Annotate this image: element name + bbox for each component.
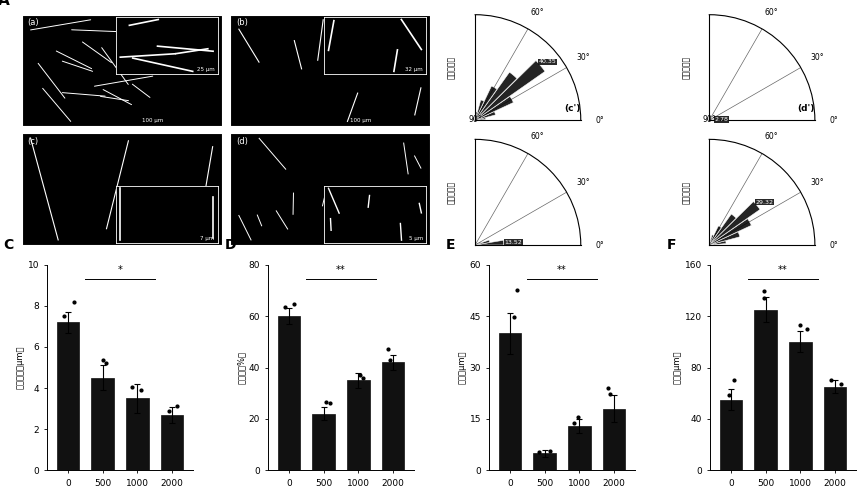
Bar bbox=[710, 201, 760, 245]
Point bbox=[793, 321, 807, 329]
Text: **: ** bbox=[336, 265, 346, 275]
Point bbox=[323, 399, 337, 407]
Point bbox=[57, 312, 71, 319]
Bar bbox=[475, 86, 497, 121]
Y-axis label: 孔径（μm）: 孔径（μm） bbox=[458, 351, 467, 384]
Text: 2.78: 2.78 bbox=[715, 117, 728, 122]
Bar bbox=[382, 363, 404, 470]
Bar bbox=[475, 240, 504, 245]
Bar bbox=[568, 426, 591, 470]
Bar bbox=[710, 120, 716, 121]
Text: B: B bbox=[445, 0, 458, 2]
Bar bbox=[710, 232, 740, 245]
Text: (d): (d) bbox=[236, 137, 248, 146]
Text: *: * bbox=[118, 265, 122, 275]
Point bbox=[100, 359, 114, 367]
Point bbox=[728, 376, 741, 384]
Text: A: A bbox=[0, 0, 9, 8]
Text: **: ** bbox=[557, 265, 567, 275]
Text: C: C bbox=[3, 238, 14, 252]
Point bbox=[758, 288, 771, 295]
Point bbox=[510, 286, 524, 294]
Bar bbox=[533, 453, 556, 470]
Point bbox=[567, 419, 580, 427]
Text: 100 μm: 100 μm bbox=[142, 237, 163, 242]
Text: F: F bbox=[666, 238, 676, 252]
Bar bbox=[475, 240, 489, 245]
Point bbox=[67, 298, 81, 306]
Point bbox=[356, 374, 370, 382]
Text: E: E bbox=[445, 238, 455, 252]
Point bbox=[125, 383, 138, 391]
Bar bbox=[824, 387, 846, 470]
Point bbox=[800, 325, 814, 333]
Bar bbox=[475, 100, 484, 121]
Point bbox=[758, 294, 771, 302]
Point bbox=[353, 371, 367, 379]
Text: **: ** bbox=[778, 265, 788, 275]
Point bbox=[824, 376, 838, 384]
Text: 纤维取向度: 纤维取向度 bbox=[447, 181, 457, 204]
Bar bbox=[57, 322, 79, 470]
Point bbox=[133, 386, 147, 394]
Bar bbox=[475, 118, 486, 121]
Point bbox=[531, 448, 545, 456]
Point bbox=[507, 314, 520, 321]
Text: D: D bbox=[224, 238, 237, 252]
Point bbox=[278, 303, 292, 311]
Text: 纤维取向度: 纤维取向度 bbox=[681, 56, 691, 79]
Bar bbox=[278, 316, 300, 470]
Point bbox=[722, 392, 736, 399]
Y-axis label: 孔径（μm）: 孔径（μm） bbox=[673, 351, 682, 384]
Text: 40.35: 40.35 bbox=[538, 59, 556, 64]
Text: 100 μm: 100 μm bbox=[142, 118, 163, 123]
Bar bbox=[91, 378, 114, 470]
Point bbox=[601, 384, 615, 392]
Bar bbox=[710, 219, 752, 245]
Point bbox=[381, 345, 395, 353]
Point bbox=[571, 413, 585, 421]
Text: 纤维取向度: 纤维取向度 bbox=[681, 181, 691, 204]
Text: 100 μm: 100 μm bbox=[350, 237, 372, 242]
Text: (b): (b) bbox=[236, 18, 248, 27]
Y-axis label: 纤维直径（μm）: 纤维直径（μm） bbox=[15, 346, 25, 389]
Point bbox=[384, 357, 397, 365]
Bar bbox=[710, 214, 736, 245]
Bar bbox=[499, 333, 521, 470]
Bar bbox=[710, 241, 726, 245]
Bar bbox=[475, 72, 517, 121]
Point bbox=[162, 407, 175, 415]
Point bbox=[170, 402, 184, 410]
Bar bbox=[475, 112, 495, 121]
Text: 29.32: 29.32 bbox=[755, 199, 773, 204]
Text: (c'): (c') bbox=[564, 104, 580, 113]
Point bbox=[319, 398, 333, 406]
Text: (d'): (d') bbox=[797, 104, 815, 113]
Bar bbox=[789, 342, 812, 470]
Bar bbox=[475, 242, 481, 245]
Bar bbox=[720, 400, 742, 470]
Text: 100 μm: 100 μm bbox=[350, 118, 372, 123]
Point bbox=[96, 356, 110, 364]
Point bbox=[834, 380, 848, 388]
Bar bbox=[475, 112, 477, 121]
Bar bbox=[312, 414, 335, 470]
Y-axis label: 孔隙率（%）: 孔隙率（%） bbox=[237, 351, 246, 384]
Text: (a): (a) bbox=[28, 18, 40, 27]
Bar bbox=[126, 398, 149, 470]
Point bbox=[544, 447, 557, 455]
Bar bbox=[475, 97, 513, 121]
Text: 13.52: 13.52 bbox=[504, 240, 522, 245]
Text: (c): (c) bbox=[28, 137, 39, 146]
Bar bbox=[754, 310, 777, 470]
Bar bbox=[347, 380, 370, 470]
Bar bbox=[475, 61, 545, 121]
Bar bbox=[603, 409, 625, 470]
Point bbox=[603, 390, 617, 398]
Bar bbox=[710, 235, 714, 245]
Point bbox=[287, 300, 301, 308]
Text: 纤维取向度: 纤维取向度 bbox=[447, 56, 457, 79]
Bar bbox=[161, 415, 183, 470]
Bar bbox=[710, 226, 722, 245]
